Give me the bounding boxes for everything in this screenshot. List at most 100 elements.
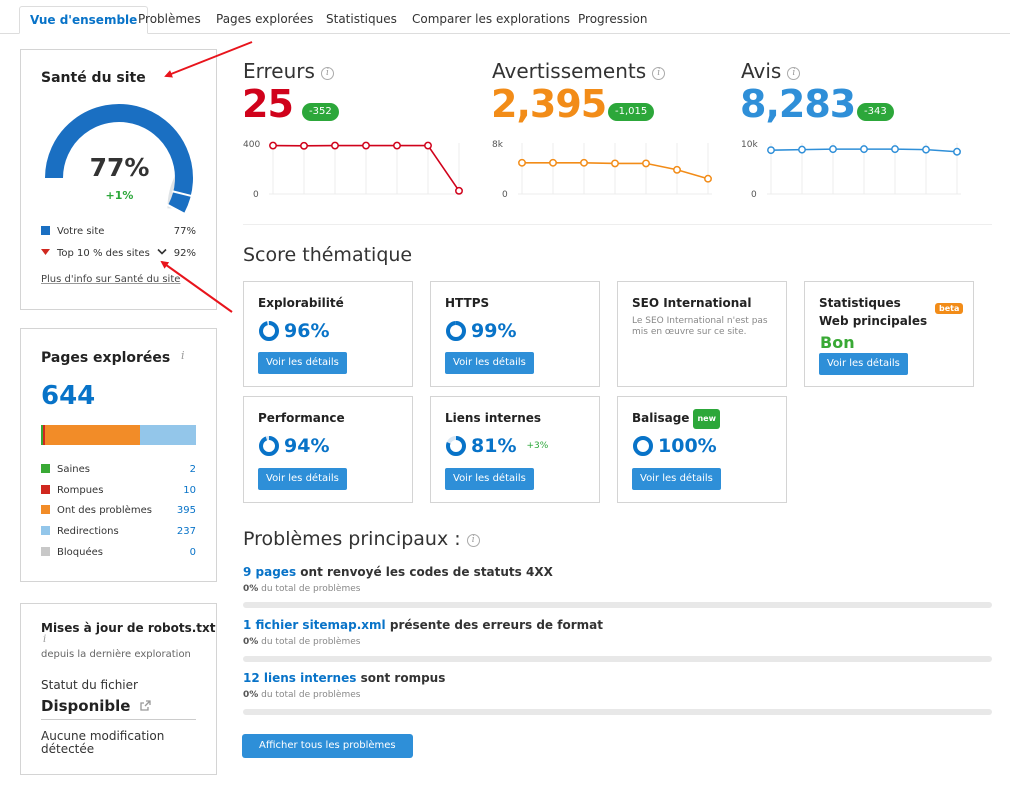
pages-bar-segment[interactable]	[139, 425, 197, 445]
tab-compare-crawls[interactable]: Comparer les explorations	[412, 12, 571, 26]
card-score-value: 99%	[471, 320, 517, 342]
beta-badge: beta	[935, 303, 964, 314]
tab-progress[interactable]: Progression	[578, 12, 648, 26]
pages-bar-segment[interactable]	[41, 425, 43, 445]
issue-row: 1 fichier sitemap.xml présente des erreu…	[243, 618, 603, 632]
issue-share-label: du total de problèmes	[261, 637, 361, 647]
issue-share-value: 0%	[243, 584, 259, 594]
card-international-seo: SEO International Le SEO International n…	[617, 281, 787, 387]
sparkline-point	[829, 145, 837, 154]
triangle-marker-icon	[41, 249, 50, 255]
sparkline-point	[424, 141, 432, 150]
y-tick-label: 0	[751, 190, 757, 200]
ring-fill	[259, 321, 279, 341]
tab-bar: Vue d'ensemble Problèmes Pages explorées…	[0, 0, 1010, 34]
gauge-fill	[45, 104, 193, 213]
legend-your-site: Votre site 77%	[41, 225, 196, 239]
card-markup: Balisage new 100% Voir les détails	[617, 396, 787, 503]
legend-value: 77%	[173, 226, 196, 237]
issue-link[interactable]: 1 fichier sitemap.xml	[243, 618, 386, 632]
view-details-button[interactable]: Voir les détails	[819, 353, 908, 375]
warnings-title: Avertissements i	[492, 59, 666, 83]
score-ring-icon	[446, 321, 466, 341]
legend-value: 92%	[173, 248, 196, 259]
view-details-button[interactable]: Voir les détails	[258, 468, 347, 490]
pages-legend-label: Saines	[57, 464, 90, 475]
site-health-title: Santé du site	[41, 70, 146, 86]
issue-progress-bar	[243, 656, 992, 662]
blue-swatch-icon	[41, 226, 50, 235]
swatch-icon	[41, 505, 50, 515]
view-details-button[interactable]: Voir les détails	[258, 352, 347, 374]
site-health-score: 77%	[89, 153, 150, 182]
info-icon[interactable]: i	[43, 634, 47, 645]
issue-link[interactable]: 9 pages	[243, 565, 297, 579]
y-tick-label: 0	[502, 190, 508, 200]
pages-legend-label: Redirections	[57, 526, 119, 538]
sparkline-point	[455, 186, 463, 195]
pages-bar-segment[interactable]	[42, 425, 46, 445]
sparkline-point	[580, 158, 588, 167]
errors-sparkline: 400 0	[243, 140, 463, 200]
issue-link[interactable]: 12 liens internes	[243, 671, 357, 685]
pages-legend-value[interactable]: 0	[189, 546, 196, 558]
y-tick-label: 8k	[492, 140, 504, 150]
show-all-issues-button[interactable]: Afficher tous les problèmes	[242, 734, 413, 758]
card-internal-links: Liens internes 81% +3% Voir les détails	[430, 396, 600, 503]
sparkline-point	[891, 145, 899, 154]
robots-status: Disponible	[41, 696, 151, 715]
external-link-icon[interactable]	[139, 700, 151, 711]
view-details-button[interactable]: Voir les détails	[445, 352, 534, 374]
card-title: Statistiques Web principales	[819, 296, 928, 328]
legend-top10[interactable]: Top 10 % des sites 92%	[41, 247, 196, 261]
y-tick-label: 400	[243, 140, 260, 150]
ring-fill	[446, 321, 466, 341]
sparkline-point	[269, 141, 277, 150]
card-title: Balisage new	[632, 409, 720, 429]
info-icon[interactable]: i	[320, 67, 334, 80]
chevron-down-icon[interactable]	[157, 248, 167, 256]
issue-share-value: 0%	[243, 637, 259, 647]
card-score-value: 96%	[284, 320, 330, 342]
view-details-button[interactable]: Voir les détails	[445, 468, 534, 490]
card-score: 94%	[258, 435, 329, 459]
sparkline-point	[767, 146, 775, 155]
view-details-button[interactable]: Voir les détails	[632, 468, 721, 490]
info-icon[interactable]: i	[787, 67, 801, 80]
notices-delta-badge: -343	[857, 103, 894, 121]
swatch-icon	[41, 526, 50, 536]
card-title: SEO International	[632, 296, 752, 310]
info-icon[interactable]: i	[466, 534, 480, 547]
pages-legend-value[interactable]: 2	[189, 464, 196, 475]
score-ring-icon	[633, 436, 653, 456]
crawled-pages-total: 644	[41, 381, 96, 411]
errors-delta-badge: -352	[302, 103, 339, 121]
card-score: 96%	[258, 320, 329, 344]
pages-legend-value[interactable]: 395	[176, 505, 196, 517]
tab-overview[interactable]: Vue d'ensemble	[19, 6, 149, 34]
divider	[243, 224, 992, 225]
pages-bar-segment[interactable]	[45, 425, 140, 445]
site-health-more-link[interactable]: Plus d'info sur Santé du site	[41, 274, 181, 285]
pages-legend-value[interactable]: 10	[183, 484, 196, 496]
sparkline-point	[642, 159, 650, 168]
sparkline-point	[798, 145, 806, 154]
thematic-title: Score thématique	[243, 244, 413, 266]
info-icon[interactable]: i	[652, 67, 666, 80]
issue-share-value: 0%	[243, 690, 259, 700]
info-icon[interactable]: i	[180, 349, 185, 362]
tab-crawled-pages[interactable]: Pages explorées	[216, 12, 314, 26]
tab-issues[interactable]: Problèmes	[138, 12, 201, 26]
warnings-value: 2,395	[491, 82, 607, 126]
issue-share: 0% du total de problèmes	[243, 690, 360, 700]
gauge-separator	[166, 203, 186, 216]
pages-legend-value[interactable]: 237	[176, 526, 196, 538]
tab-statistics[interactable]: Statistiques	[326, 12, 397, 26]
robots-subtitle: depuis la dernière exploration	[41, 649, 191, 660]
legend-label: Top 10 % des sites	[57, 248, 150, 259]
card-status: Bon	[820, 333, 855, 352]
new-badge: new	[693, 409, 720, 429]
top-issues-title: Problèmes principaux : i	[243, 528, 480, 550]
sparkline-point	[549, 158, 557, 167]
pages-legend-label: Bloquées	[57, 546, 103, 558]
